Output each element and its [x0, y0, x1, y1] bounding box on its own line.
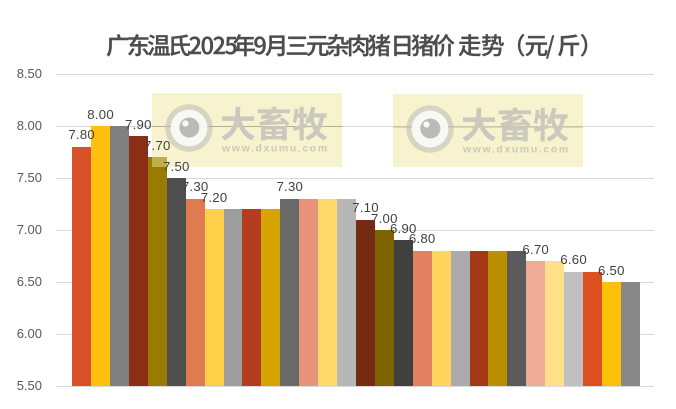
svg-text:www.dxumu.com: www.dxumu.com [221, 143, 329, 155]
svg-text:www.dxumu.com: www.dxumu.com [462, 143, 570, 155]
